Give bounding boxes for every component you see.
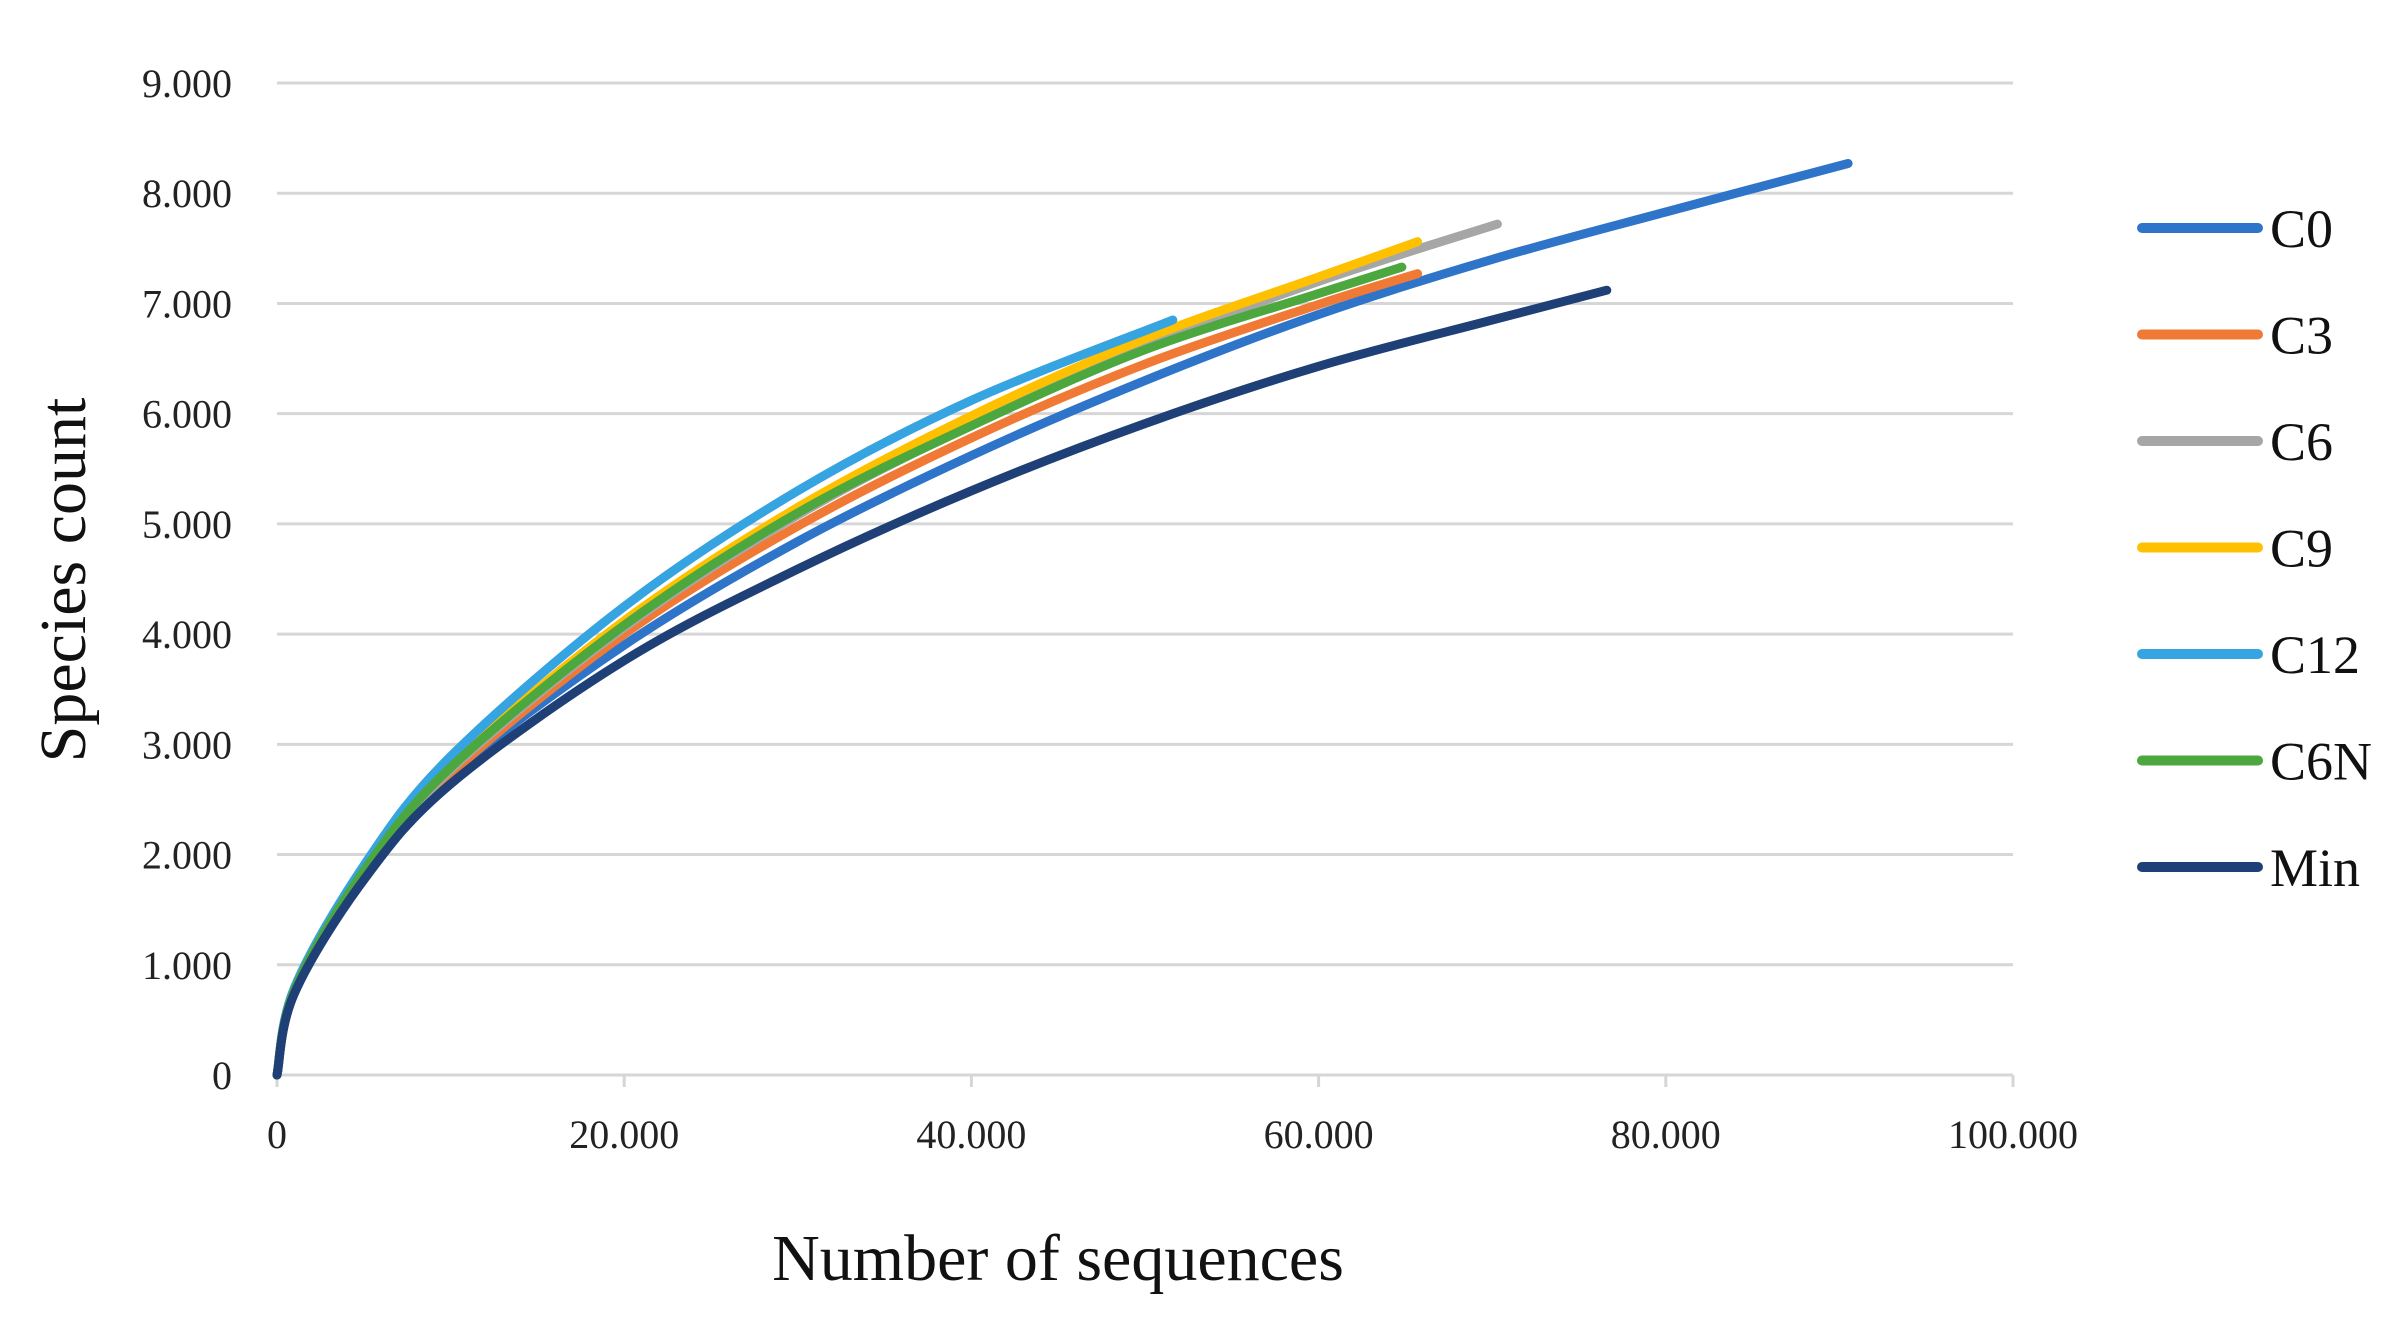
y-tick-label: 9.000	[142, 61, 232, 106]
x-tick-label: 60.000	[1264, 1112, 1374, 1157]
x-axis-title: Number of sequences	[772, 1222, 1344, 1295]
legend-item-min: Min	[2137, 838, 2360, 898]
legend: C0 C3 C6 C9 C12 C6N Min	[2137, 199, 2372, 898]
legend-item-c6: C6	[2137, 412, 2333, 472]
x-tick-label: 20.000	[569, 1112, 679, 1157]
legend-label: C6	[2270, 412, 2333, 472]
y-tick-label: 3.000	[142, 722, 232, 767]
legend-label: C3	[2270, 306, 2333, 366]
y-axis-ticks: 0 1.000 2.000 3.000 4.000 5.000 6.000 7.000 8.00…	[142, 61, 232, 1098]
y-tick-label: 5.000	[142, 502, 232, 547]
legend-item-c3: C3	[2137, 306, 2333, 366]
series-line-c6n	[272, 262, 1407, 1080]
legend-label: C6N	[2270, 732, 2372, 792]
legend-label: C9	[2270, 519, 2333, 579]
series-line-min	[272, 285, 1612, 1080]
legend-item-c12: C12	[2137, 625, 2360, 685]
legend-label: Min	[2270, 838, 2360, 898]
y-tick-label: 6.000	[142, 392, 232, 437]
x-tick-label: 80.000	[1611, 1112, 1721, 1157]
legend-item-c9: C9	[2137, 519, 2333, 579]
y-tick-label: 8.000	[142, 171, 232, 216]
y-axis-title: Species count	[27, 398, 100, 763]
x-axis-ticks: 0 20.000 40.000 60.000 80.000 100.000	[267, 1075, 2078, 1157]
gridlines	[277, 81, 2013, 1077]
series-line-c3	[272, 269, 1423, 1080]
y-tick-label: 2.000	[142, 833, 232, 878]
series-line-c12	[272, 315, 1178, 1080]
series-line-c0	[272, 159, 1853, 1080]
legend-item-c6n: C6N	[2137, 732, 2372, 792]
legend-label: C0	[2270, 199, 2333, 259]
y-tick-label: 0	[212, 1053, 232, 1098]
x-tick-label: 100.000	[1948, 1112, 2078, 1157]
series-line-c9	[272, 237, 1423, 1080]
y-tick-label: 1.000	[142, 943, 232, 988]
series-lines	[272, 159, 1853, 1080]
x-tick-label: 40.000	[916, 1112, 1026, 1157]
y-tick-label: 4.000	[142, 612, 232, 657]
series-line-c6	[272, 219, 1502, 1080]
legend-label: C12	[2270, 625, 2360, 685]
x-tick-label: 0	[267, 1112, 287, 1157]
legend-item-c0: C0	[2137, 199, 2333, 259]
y-tick-label: 7.000	[142, 281, 232, 326]
